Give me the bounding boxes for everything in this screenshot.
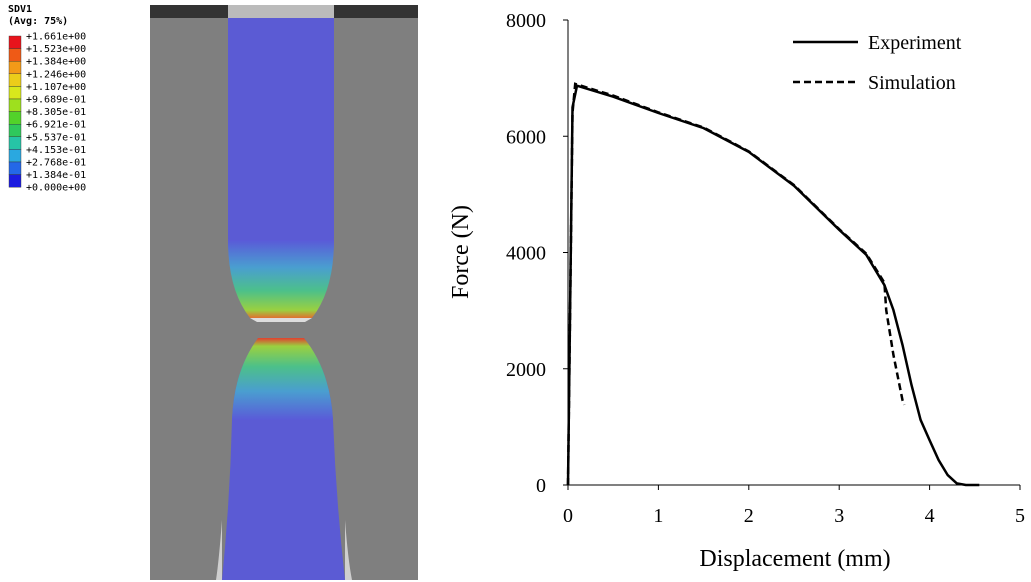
contour-swatch [9,175,21,188]
x-tick-label: 5 [1015,505,1025,527]
contour-title: SDV1 [8,4,32,15]
contour-swatch [9,74,21,87]
contour-subtitle: (Avg: 75%) [8,16,68,27]
contour-swatch [9,149,21,162]
contour-label: +1.661e+00 [26,32,86,43]
contour-label: +5.537e-01 [26,132,86,143]
contour-swatch [9,112,21,125]
contour-label: +1.107e+00 [26,82,86,93]
legend-label: Experiment [868,32,962,54]
contour-swatch [9,49,21,62]
contour-label: +0.000e+00 [26,183,86,194]
y-tick-label: 0 [536,475,546,497]
contour-label: +4.153e-01 [26,145,86,156]
contour-swatch [9,36,21,49]
series-line [568,84,904,485]
x-tick-label: 3 [834,505,844,527]
page: SDV1 (Avg: 75%) +1.661e+00+1.523e+00 +1.3… [0,0,1031,582]
contour-label: +2.768e-01 [26,158,86,169]
contour-label: +1.384e-01 [26,170,86,181]
contour-swatch [9,137,21,150]
contour-label: +1.246e+00 [26,69,86,80]
y-axis-label: Force (N) [448,205,474,299]
contour-label: +6.921e-01 [26,120,86,131]
fem-image [150,5,418,580]
figure: SDV1 (Avg: 75%) +1.661e+00+1.523e+00 +1.3… [0,0,1031,582]
contour-swatch [9,124,21,137]
x-tick-label: 1 [653,505,663,527]
y-tick-label: 2000 [506,359,546,381]
series-line [568,86,979,485]
x-axis-label: Displacement (mm) [699,546,890,572]
contour-swatch [9,162,21,175]
line-chart: Displacement (mm) Force (N) 0 2000 4000 600… [448,10,1025,572]
y-tick-label: 8000 [506,10,546,32]
x-tick-label: 4 [925,505,935,527]
legend-label: Simulation [868,72,956,94]
contour-label: +8.305e-01 [26,107,86,118]
contour-label: +1.384e+00 [26,57,86,68]
contour-swatch [9,61,21,74]
contour-swatch [9,86,21,99]
contour-label: +1.523e+00 [26,44,86,55]
contour-label: +9.689e-01 [26,95,86,106]
contour-swatch [9,99,21,112]
contour-legend: SDV1 (Avg: 75%) +1.661e+00+1.523e+00 +1.3… [8,4,86,194]
y-tick-label: 4000 [506,243,546,265]
x-tick-label: 0 [563,505,573,527]
y-tick-label: 6000 [506,126,546,148]
x-tick-label: 2 [744,505,754,527]
